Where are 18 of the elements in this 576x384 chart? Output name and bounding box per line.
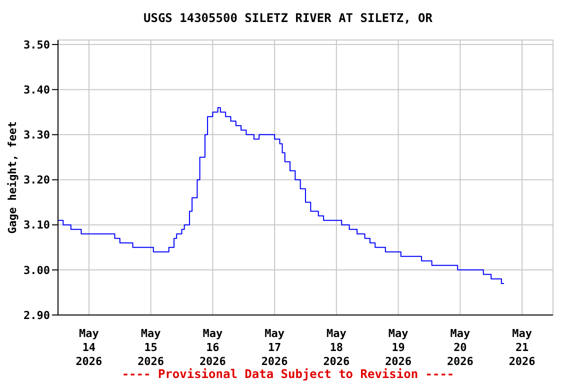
x-tick-label: May 21 2026 [508, 327, 536, 368]
chart-title: USGS 14305500 SILETZ RIVER AT SILETZ, OR [142, 11, 434, 25]
y-axis-title: Gage height, feet [6, 121, 19, 234]
x-tick-label: May 19 2026 [385, 327, 412, 368]
x-tick-label: May 17 2026 [261, 327, 288, 368]
y-tick-label: 3.30 [24, 128, 50, 142]
x-tick-label: May 20 2026 [446, 327, 474, 368]
x-tick-label: May 18 2026 [323, 327, 350, 368]
y-tick-label: 3.00 [24, 264, 50, 277]
y-tick-label: 3.10 [24, 218, 50, 232]
y-tick-label: 2.90 [24, 308, 50, 322]
text: ---- Provisional Data Subject to Revision ---- [120, 367, 456, 381]
x-tick-label: May 15 2026 [138, 327, 164, 368]
y-tick-label: 3.20 [24, 174, 50, 187]
x-tick-label: May 16 2026 [199, 327, 226, 368]
x-tick-label: May 14 2026 [76, 327, 103, 368]
y-tick-label: 3.50 [24, 38, 50, 52]
y-tick-label: 3.40 [24, 83, 50, 96]
